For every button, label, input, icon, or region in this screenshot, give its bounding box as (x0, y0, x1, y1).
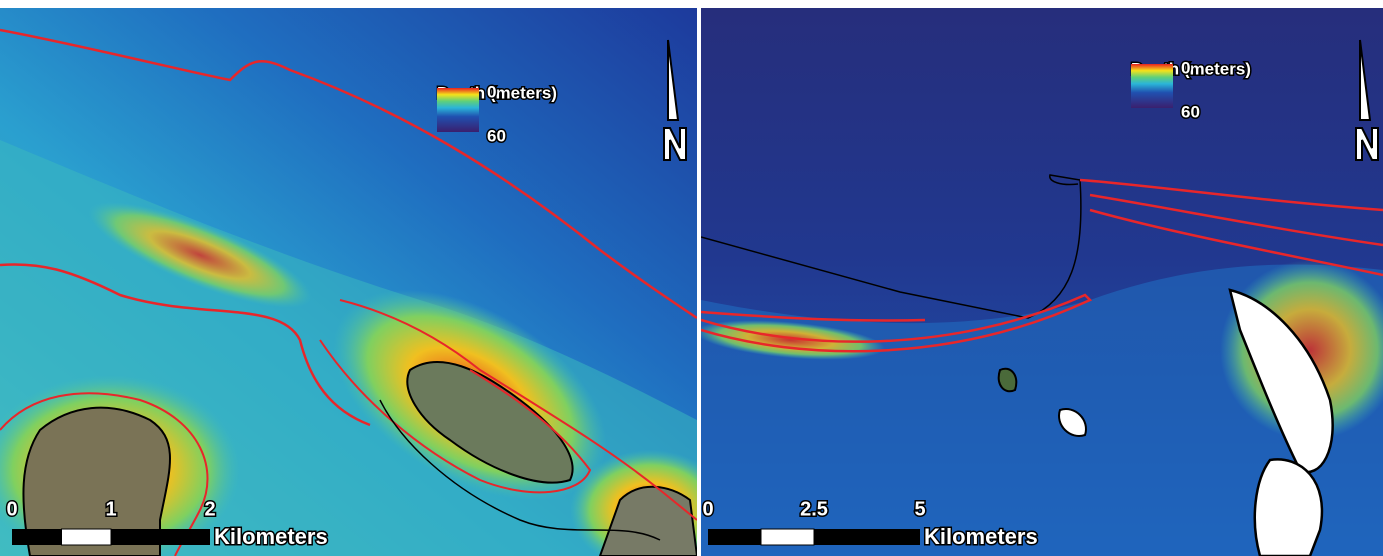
scale-segment (761, 529, 814, 545)
left-map (0, 8, 730, 556)
scale-unit: Kilometers (214, 524, 328, 549)
scale-segment (814, 529, 920, 545)
scale-label: 2.5 (800, 498, 828, 520)
scale-label: 0 (6, 498, 17, 520)
scale-segment (111, 529, 210, 545)
legend-min: 0 (487, 82, 496, 101)
page: Depth (meters)060012KilometersDepth (met… (0, 0, 1383, 556)
scale-label: 0 (702, 498, 713, 520)
right-map (694, 8, 1383, 556)
scale-label: 2 (204, 498, 215, 520)
legend-min: 0 (1181, 58, 1190, 77)
scale-segment (708, 529, 761, 545)
legend-ramp (1131, 64, 1173, 108)
legend-ramp (437, 88, 479, 132)
map-figure: Depth (meters)060012KilometersDepth (met… (0, 0, 1383, 556)
island (999, 369, 1017, 392)
legend-max: 60 (1181, 102, 1200, 121)
scale-segment (62, 529, 112, 545)
scale-label: 1 (105, 498, 116, 520)
legend-max: 60 (487, 126, 506, 145)
scale-label: 5 (914, 498, 925, 520)
scale-unit: Kilometers (924, 524, 1038, 549)
scale-segment (12, 529, 62, 545)
